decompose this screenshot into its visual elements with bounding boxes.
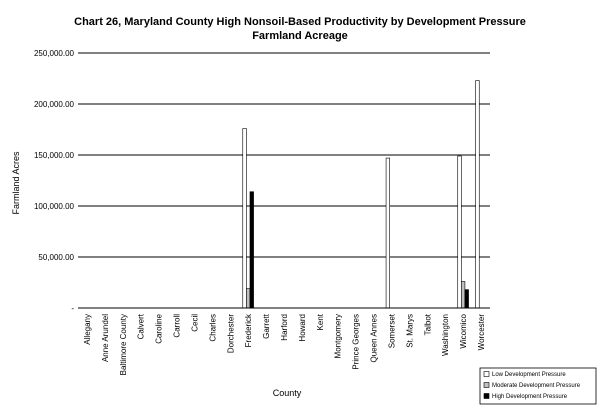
bar <box>242 128 247 309</box>
y-tick-label: 250,000.00 <box>34 49 75 58</box>
x-tick-label: Harford <box>280 314 289 341</box>
x-tick-label: Prince Georges <box>352 314 361 370</box>
bar <box>461 281 466 309</box>
chart-subtitle: Farmland Acreage <box>252 30 348 42</box>
x-tick-label: Kent <box>316 313 325 330</box>
bar <box>457 155 462 309</box>
x-tick-label: Washington <box>441 314 450 356</box>
x-tick-label: Wicomico <box>459 313 468 348</box>
y-tick-label: 100,000.00 <box>34 202 75 211</box>
x-tick-label: Charles <box>208 314 217 342</box>
bar <box>475 80 480 309</box>
bar <box>246 288 251 309</box>
chart-title: Chart 26, Maryland County High Nonsoil-B… <box>74 16 526 28</box>
legend-swatch <box>483 371 490 377</box>
legend: Low Development Pressure Moderate Develop… <box>479 367 597 405</box>
x-tick-label: Somerset <box>387 313 396 348</box>
y-tick-label: 50,000.00 <box>38 253 74 262</box>
x-tick-label: St. Marys <box>405 314 414 348</box>
bars <box>242 80 480 309</box>
x-tick-label: Howard <box>298 314 307 342</box>
x-axis-label: County <box>273 388 302 398</box>
legend-label: Low Development Pressure <box>492 372 566 378</box>
legend-swatch <box>483 382 490 388</box>
y-tick-labels: - 50,000.00 100,000.00 150,000.00 200,000.00… <box>34 49 75 313</box>
x-tick-label: Baltimore County <box>119 314 128 375</box>
x-tick-labels: Allegany Anne Arundel Baltimore County Calv… <box>83 313 486 375</box>
x-tick-label: Allegany <box>83 314 92 345</box>
x-tick-label: Cecil <box>190 314 199 332</box>
x-tick-label: Talbot <box>423 313 432 335</box>
x-tick-label: Calvert <box>137 313 146 339</box>
x-tick-label: Frederick <box>244 313 253 347</box>
legend-swatch <box>483 393 490 399</box>
x-tick-label: Garrett <box>262 313 271 339</box>
x-tick-label: Montgomery <box>334 314 343 358</box>
x-tick-label: Queen Annes <box>370 314 379 362</box>
x-tick-label: Caroline <box>155 313 164 343</box>
y-tick-label: 150,000.00 <box>34 151 75 160</box>
y-tick-label: - <box>71 304 74 313</box>
bar <box>464 289 469 309</box>
x-tick-label: Carroll <box>173 314 182 338</box>
x-tick-label: Dorchester <box>226 314 235 353</box>
y-tick-label: 200,000.00 <box>34 100 75 109</box>
bar <box>385 157 390 309</box>
y-axis-label: Farmland Acres <box>11 151 21 215</box>
bar <box>249 191 254 309</box>
legend-label: High Development Pressure <box>492 394 568 400</box>
legend-box <box>479 367 597 405</box>
x-tick-label: Anne Arundel <box>101 314 110 362</box>
gridlines <box>78 52 490 258</box>
legend-label: Moderate Development Pressure <box>492 383 581 389</box>
x-tick-label: Worcester <box>477 314 486 351</box>
